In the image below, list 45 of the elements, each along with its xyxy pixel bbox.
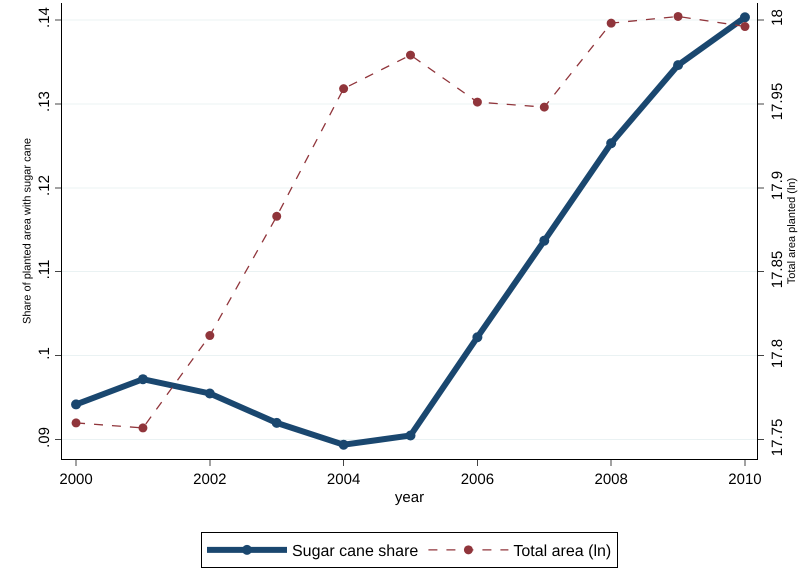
x-tick-label: 2000 [59,471,93,488]
point [472,98,482,107]
y2-tick-label: 17.9 [769,170,786,200]
y-tick-label: .09 [36,427,53,448]
y-tick-label: .12 [36,175,53,196]
point [338,440,349,450]
x-tick-label: 2010 [728,471,762,488]
y2-tick-label: 17.75 [769,418,786,456]
point [606,138,616,148]
point [138,374,148,384]
legend-label: Sugar cane share [292,543,418,560]
point [674,12,683,21]
x-tick-label: 2004 [326,471,360,488]
point [339,84,348,94]
point [138,423,148,432]
y-tick-label: .14 [36,7,53,28]
y2-tick-label: 17.95 [769,82,786,120]
point [540,102,549,112]
x-tick-label: 2008 [594,471,628,488]
point [205,331,214,340]
point [539,236,550,246]
point [204,388,215,398]
point [406,430,416,440]
point [272,418,282,428]
point [72,418,81,428]
point [740,22,750,32]
x-axis-title: year [394,489,424,506]
point [406,50,415,60]
y-axis-title: Share of planted area with sugar cane [22,138,34,324]
legend-label: Total area (ln) [513,543,612,560]
x-tick-label: 2006 [460,471,494,488]
point [606,18,616,28]
x-tick-label: 2002 [193,471,227,488]
point [71,399,82,410]
point [272,212,282,221]
y2-tick-label: 18 [769,9,786,26]
y-tick-label: .1 [36,347,53,360]
point [472,332,482,342]
y2-tick-label: 17.85 [769,250,786,288]
point [673,60,684,70]
y-tick-label: .13 [36,91,53,112]
point [740,12,750,22]
y2-tick-label: 17.8 [769,338,786,368]
y2-axis-title: Total area planted (ln) [786,178,798,284]
y-tick-label: .11 [36,260,53,280]
